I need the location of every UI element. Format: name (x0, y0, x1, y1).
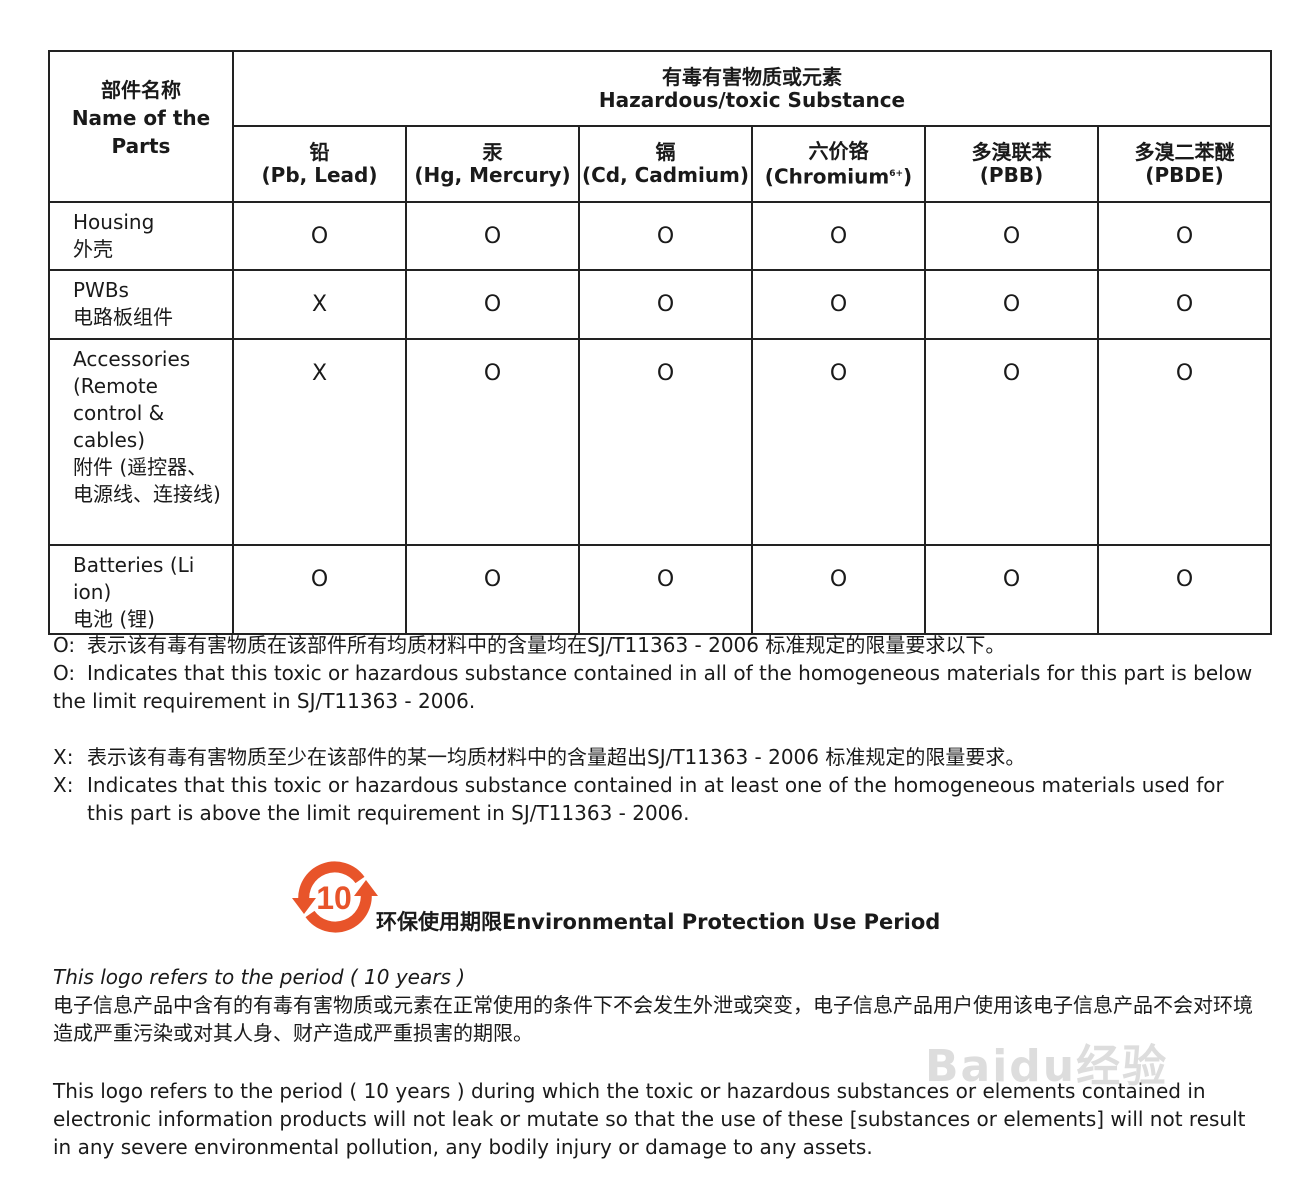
table-row: Accessories (Remote control & cables) 附件 … (48, 338, 1273, 546)
note-o-zh: 表示该有毒有害物质在该部件所有均质材料中的含量均在SJ/T11363 - 200… (87, 633, 1006, 657)
column-en: (PBB) (979, 163, 1044, 187)
period-text: This logo refers to the period ( 10 year… (53, 963, 1263, 1161)
baidu-watermark: Baidu经验 (925, 1041, 1169, 1092)
column-en: (Chromium (764, 164, 890, 189)
parts-header-zh: 部件名称 (101, 77, 181, 102)
substance-header-zh: 有毒有害物质或元素 (662, 64, 843, 89)
logo-title: 环保使用期限Environmental Protection Use Perio… (376, 910, 941, 934)
table-row: Housing 外壳 O O O O O O (48, 201, 1273, 271)
column-zh: 多溴联苯 (971, 140, 1052, 164)
substance-column-header: 铅 (Pb, Lead) (232, 125, 407, 203)
substance-mark: O (924, 544, 1099, 635)
note-x-en: Indicates that this toxic or hazardous s… (87, 773, 1224, 825)
o-label: O: (53, 633, 76, 657)
substance-mark: O (578, 201, 753, 271)
substance-mark: O (1096, 269, 1273, 340)
part-name: Accessories (Remote control & cables) 附件 … (48, 338, 234, 546)
x-label: X: (53, 745, 74, 769)
substance-column-header: 多溴二苯醚 (PBDE) (1096, 125, 1273, 203)
part-name-zh: 附件 (遥控器、电源线、连接线) (73, 455, 221, 506)
column-close: ) (903, 164, 913, 189)
substance-mark: O (232, 201, 407, 271)
substance-mark: O (405, 338, 580, 546)
note-o: O: 表示该有毒有害物质在该部件所有均质材料中的含量均在SJ/T11363 - 2… (53, 631, 1263, 715)
epup-10-logo-icon: 10 (292, 861, 378, 933)
part-name: Housing 外壳 (48, 201, 234, 271)
substance-mark: O (405, 201, 580, 271)
substance-mark: O (924, 338, 1099, 546)
column-en: (PBDE) (1145, 163, 1224, 187)
o-label: O: (53, 661, 76, 685)
column-zh: 铅 (309, 140, 330, 164)
substance-mark: O (751, 269, 926, 340)
substance-mark: O (405, 544, 580, 635)
substance-mark: O (1096, 544, 1273, 635)
substance-mark: O (924, 201, 1099, 271)
substance-mark: O (751, 201, 926, 271)
substance-mark: O (1096, 201, 1273, 271)
substance-mark: O (232, 544, 407, 635)
table-row: PWBs 电路板组件 X O O O O O (48, 269, 1273, 340)
substance-column-header: 镉 (Cd, Cadmium) (578, 125, 753, 203)
substance-mark: X (232, 269, 407, 340)
logo-number: 10 (316, 880, 352, 916)
substance-mark: O (405, 269, 580, 340)
column-zh: 镉 (655, 140, 676, 164)
table-row: Batteries (Li ion) 电池 (锂) O O O O O O (48, 544, 1273, 635)
substance-mark: O (578, 544, 753, 635)
column-zh: 多溴二苯醚 (1134, 140, 1235, 164)
parts-header-en: Name of the Parts (71, 105, 211, 158)
substance-header-en: Hazardous/toxic Substance (598, 87, 906, 112)
note-x-zh: 表示该有毒有害物质至少在该部件的某一均质材料中的含量超出SJ/T11363 - … (87, 745, 1026, 769)
note-x: X: 表示该有毒有害物质至少在该部件的某一均质材料中的含量超出SJ/T11363 … (53, 743, 1263, 827)
period-en: This logo refers to the period ( 10 year… (53, 1079, 1246, 1159)
substance-mark: O (1096, 338, 1273, 546)
substance-mark: O (751, 338, 926, 546)
part-name-en: Batteries (Li ion) (73, 553, 195, 604)
column-sup: 6+ (889, 168, 904, 179)
period-italic: This logo refers to the period ( 10 year… (53, 965, 466, 989)
part-name-en: PWBs (73, 278, 129, 302)
part-name-en: Housing (73, 210, 155, 234)
part-name: PWBs 电路板组件 (48, 269, 234, 340)
part-name-zh: 电池 (锂) (73, 607, 155, 631)
part-name-zh: 外壳 (73, 237, 113, 261)
substance-header: 有毒有害物质或元素 Hazardous/toxic Substance (231, 50, 1273, 127)
column-en: (Cd, Cadmium) (581, 163, 750, 187)
column-en: (Hg, Mercury) (414, 163, 571, 187)
hazardous-substance-table: 部件名称 Name of the Parts 有毒有害物质或元素 Hazardo… (48, 50, 1273, 635)
column-zh: 六价铬 (808, 138, 869, 163)
column-en: (Pb, Lead) (261, 163, 378, 187)
part-name-zh: 电路板组件 (73, 305, 173, 329)
substance-column-header: 多溴联苯 (PBB) (924, 125, 1099, 203)
parts-header: 部件名称 Name of the Parts (48, 50, 234, 203)
part-name-en: Accessories (Remote control & cables) (73, 347, 191, 452)
note-o-en: Indicates that this toxic or hazardous s… (53, 661, 1253, 713)
x-label: X: (53, 773, 74, 797)
substance-mark: X (232, 338, 407, 546)
substance-mark: O (578, 269, 753, 340)
period-zh: 电子信息产品中含有的有毒有害物质或元素在正常使用的条件下不会发生外泄或突变，电子… (53, 993, 1253, 1045)
column-zh: 汞 (482, 140, 503, 164)
part-name: Batteries (Li ion) 电池 (锂) (48, 544, 234, 635)
substance-mark: O (578, 338, 753, 546)
substance-column-header: 六价铬 (Chromium6+) (751, 125, 926, 203)
substance-column-header: 汞 (Hg, Mercury) (405, 125, 580, 203)
substance-mark: O (924, 269, 1099, 340)
substance-mark: O (751, 544, 926, 635)
